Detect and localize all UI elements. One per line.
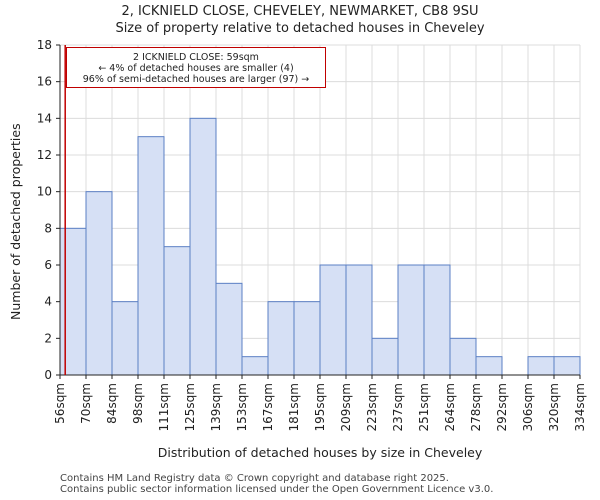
histogram-bar [241, 356, 269, 376]
annotation-line-2: ← 4% of detached houses are smaller (4) [98, 63, 294, 74]
histogram-bar [163, 246, 191, 376]
x-tick-label: 209sqm [339, 383, 353, 431]
footer-line-1: Contains HM Land Registry data © Crown c… [60, 473, 449, 484]
y-tick-label: 16 [37, 75, 52, 89]
annotation-line-3: 96% of semi-detached houses are larger (… [82, 74, 310, 85]
y-tick-label: 4 [44, 295, 52, 309]
footer-line-2: Contains public sector information licen… [60, 484, 494, 495]
histogram-bar [397, 264, 425, 376]
property-annotation-box: 2 ICKNIELD CLOSE: 59sqm ← 4% of detached… [66, 47, 326, 88]
x-tick-label: 334sqm [573, 383, 587, 431]
y-tick-label: 0 [44, 368, 52, 382]
x-tick-label: 111sqm [157, 383, 171, 431]
histogram-bar [345, 264, 373, 376]
y-tick-label: 14 [37, 111, 52, 125]
x-tick-label: 306sqm [521, 383, 535, 431]
histogram-bar [111, 301, 139, 376]
chart-title: 2, ICKNIELD CLOSE, CHEVELEY, NEWMARKET, … [121, 4, 479, 19]
histogram-bar [293, 301, 321, 376]
x-tick-label: 264sqm [443, 383, 457, 431]
x-tick-label: 223sqm [365, 383, 379, 431]
y-tick-label: 10 [37, 185, 52, 199]
x-tick-label: 320sqm [547, 383, 561, 431]
x-tick-label: 84sqm [105, 383, 119, 424]
x-tick-label: 139sqm [209, 383, 223, 431]
histogram-bar [137, 136, 165, 376]
x-tick-label: 237sqm [391, 383, 405, 431]
chart-subtitle: Size of property relative to detached ho… [115, 21, 485, 36]
x-tick-label: 278sqm [469, 383, 483, 431]
histogram-bar [527, 356, 555, 376]
y-tick-label: 18 [37, 38, 52, 52]
x-tick-label: 292sqm [495, 383, 509, 431]
histogram-bar [553, 356, 581, 376]
histogram-bar [449, 337, 477, 376]
x-tick-label: 153sqm [235, 383, 249, 431]
histogram-bar [371, 337, 399, 376]
x-tick-label: 251sqm [417, 383, 431, 431]
x-axis-label: Distribution of detached houses by size … [157, 445, 483, 460]
y-axis-label: Number of detached properties [8, 123, 23, 320]
histogram-bar [189, 117, 217, 376]
x-tick-label: 56sqm [53, 383, 67, 424]
histogram-bar [319, 264, 347, 376]
histogram-bar [59, 227, 87, 376]
x-tick-label: 167sqm [261, 383, 275, 431]
x-tick-label: 181sqm [287, 383, 301, 431]
y-tick-label: 12 [37, 148, 52, 162]
histogram-bar [215, 282, 243, 376]
x-tick-label: 70sqm [79, 383, 93, 424]
histogram-bar [85, 191, 113, 376]
histogram-bar [267, 301, 295, 376]
x-tick-label: 195sqm [313, 383, 327, 431]
x-tick-label: 98sqm [131, 383, 145, 424]
y-tick-label: 8 [44, 221, 52, 235]
y-tick-label: 2 [44, 331, 52, 345]
x-tick-label: 125sqm [183, 383, 197, 431]
histogram-bar [475, 356, 503, 376]
y-tick-label: 6 [44, 258, 52, 272]
histogram-bar [423, 264, 451, 376]
annotation-line-1: 2 ICKNIELD CLOSE: 59sqm [133, 52, 259, 63]
